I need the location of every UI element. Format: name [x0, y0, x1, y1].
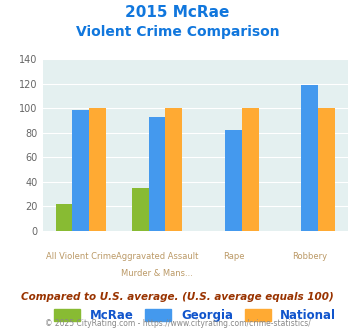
Bar — [56, 204, 72, 231]
Bar — [132, 188, 149, 231]
Text: Murder & Mans...: Murder & Mans... — [121, 269, 193, 278]
Text: 2015 McRae: 2015 McRae — [125, 5, 230, 20]
Text: All Violent Crime: All Violent Crime — [46, 251, 116, 261]
Bar — [318, 109, 335, 231]
Text: Compared to U.S. average. (U.S. average equals 100): Compared to U.S. average. (U.S. average … — [21, 292, 334, 302]
Text: Aggravated Assault: Aggravated Assault — [116, 251, 198, 261]
Text: Violent Crime Comparison: Violent Crime Comparison — [76, 25, 279, 39]
Bar — [72, 110, 89, 231]
Text: © 2025 CityRating.com - https://www.cityrating.com/crime-statistics/: © 2025 CityRating.com - https://www.city… — [45, 319, 310, 328]
Bar — [165, 109, 182, 231]
Legend: McRae, Georgia, National: McRae, Georgia, National — [54, 309, 336, 322]
Bar — [89, 109, 106, 231]
Text: Robbery: Robbery — [292, 251, 327, 261]
Bar — [242, 109, 258, 231]
Bar — [301, 85, 318, 231]
Bar — [149, 117, 165, 231]
Bar — [225, 130, 242, 231]
Text: Rape: Rape — [223, 251, 244, 261]
